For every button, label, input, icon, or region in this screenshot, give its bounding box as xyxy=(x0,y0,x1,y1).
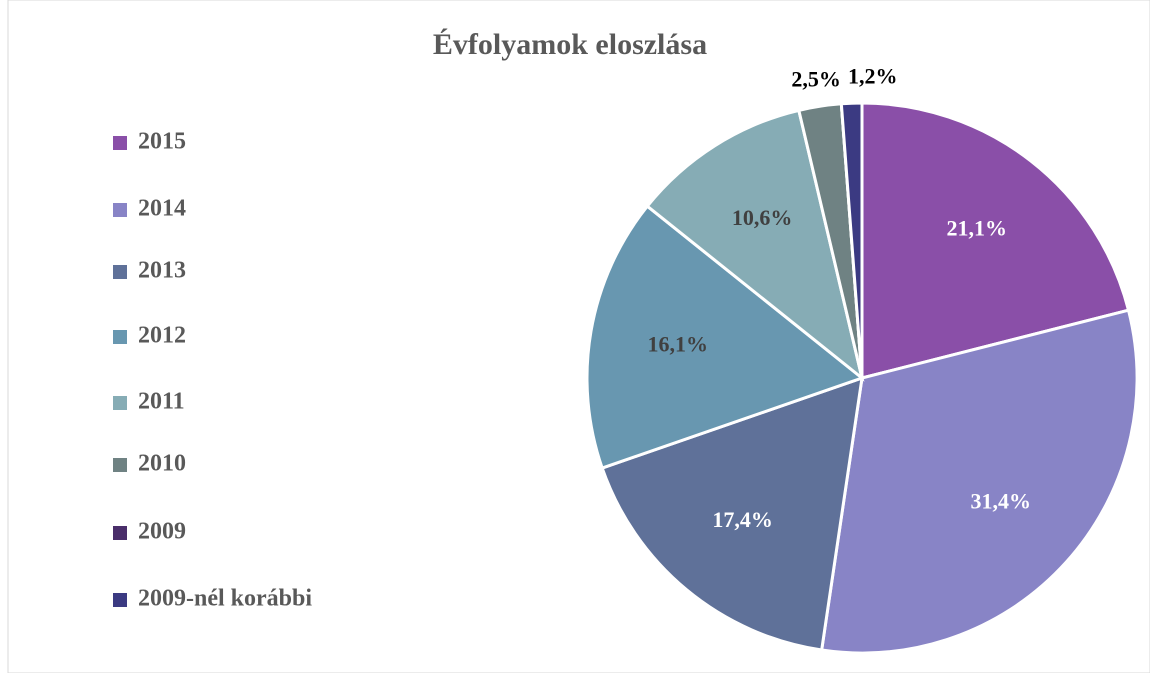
data-label: 1,2% xyxy=(848,63,898,88)
legend-swatch xyxy=(113,136,127,150)
pie-slice xyxy=(585,204,866,470)
data-label: 2,5% xyxy=(791,67,841,92)
pie-slice xyxy=(839,101,864,379)
data-label: 17,4% xyxy=(712,507,773,532)
legend-swatch xyxy=(113,593,127,607)
legend-swatch xyxy=(113,458,127,472)
chart-frame xyxy=(7,0,1150,673)
legend-swatch xyxy=(113,265,127,279)
data-label: 21,1% xyxy=(947,215,1008,240)
legend-label: 2009 xyxy=(138,519,186,545)
legend-label: 2014 xyxy=(138,196,186,222)
legend-label: 2010 xyxy=(138,451,186,477)
data-label: 10,6% xyxy=(732,205,793,230)
data-label: 16,1% xyxy=(647,331,708,356)
legend-label: 2012 xyxy=(138,323,186,349)
legend-label: 2015 xyxy=(138,129,186,155)
pie-slice xyxy=(645,108,865,382)
pie-slice xyxy=(819,308,1139,655)
legend-swatch xyxy=(113,526,127,540)
legend-label: 2013 xyxy=(138,258,186,284)
legend-swatch xyxy=(113,396,127,410)
legend-label: 2009-nél korábbi xyxy=(138,586,312,612)
legend-label: 2011 xyxy=(138,389,185,415)
legend-swatch xyxy=(113,330,127,344)
data-label: 31,4% xyxy=(971,488,1032,513)
chart-title: Évfolyamok eloszlása xyxy=(433,28,707,61)
legend-swatch xyxy=(113,203,127,217)
pie-slice xyxy=(860,101,1131,380)
